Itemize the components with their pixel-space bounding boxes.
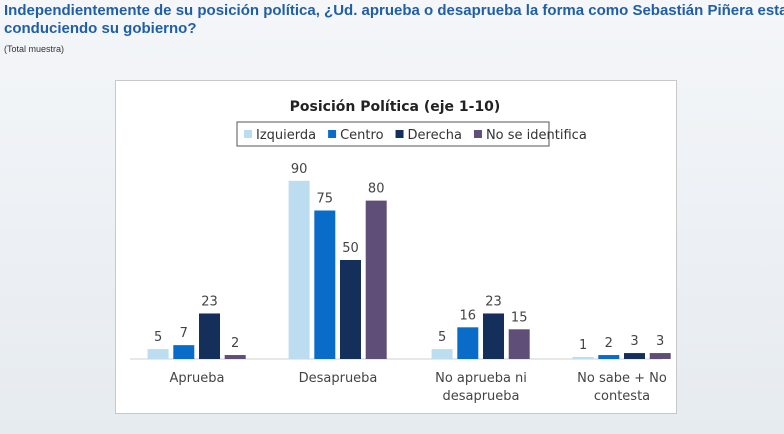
- bar: [624, 353, 645, 359]
- bar: [340, 260, 361, 359]
- value-label: 16: [460, 308, 477, 323]
- legend-label: No se identifica: [486, 128, 587, 143]
- bar: [365, 200, 387, 359]
- legend-swatch: [244, 130, 252, 138]
- bar: [288, 180, 310, 359]
- value-label: 23: [485, 294, 502, 309]
- x-tick-label: No aprueba ni desaprueba: [435, 371, 527, 404]
- slide-title: Independientemente de su posición políti…: [4, 2, 784, 37]
- value-label: 80: [368, 182, 385, 197]
- x-tick-label: Aprueba: [169, 371, 225, 386]
- value-label: 75: [317, 192, 334, 207]
- chart-title: Posición Política (eje 1-10): [290, 99, 501, 115]
- x-tick-label: No sabe + No contesta: [577, 371, 667, 404]
- value-label: 5: [154, 330, 162, 345]
- value-label: 1: [579, 338, 587, 353]
- legend-label: Centro: [340, 128, 383, 143]
- value-label: 3: [630, 334, 638, 349]
- bar: [314, 210, 336, 359]
- legend-label: Izquierda: [256, 128, 316, 143]
- bar: [483, 313, 504, 359]
- value-label: 23: [201, 294, 218, 309]
- bar: [649, 353, 671, 359]
- value-label: 5: [438, 330, 446, 345]
- value-label: 2: [605, 336, 613, 351]
- bar: [431, 349, 453, 359]
- bar: [572, 357, 594, 359]
- value-label: 50: [342, 241, 359, 256]
- bar: [224, 355, 246, 359]
- legend-label: Derecha: [408, 128, 462, 143]
- bar: [508, 329, 530, 359]
- value-label: 2: [231, 336, 239, 351]
- value-label: 15: [511, 310, 528, 325]
- legend-swatch: [395, 130, 404, 138]
- legend-frame: [236, 121, 550, 147]
- bar: [173, 345, 195, 359]
- bar: [457, 327, 479, 359]
- sample-note: (Total muestra): [4, 44, 65, 54]
- bar: [598, 355, 620, 359]
- bar: [147, 349, 169, 359]
- legend-swatch: [328, 130, 337, 138]
- x-tick-label: Desaprueba: [298, 371, 378, 386]
- legend-swatch: [473, 130, 482, 138]
- bar: [199, 313, 220, 359]
- value-label: 90: [291, 162, 308, 177]
- value-label: 7: [180, 326, 188, 341]
- value-label: 3: [656, 334, 664, 349]
